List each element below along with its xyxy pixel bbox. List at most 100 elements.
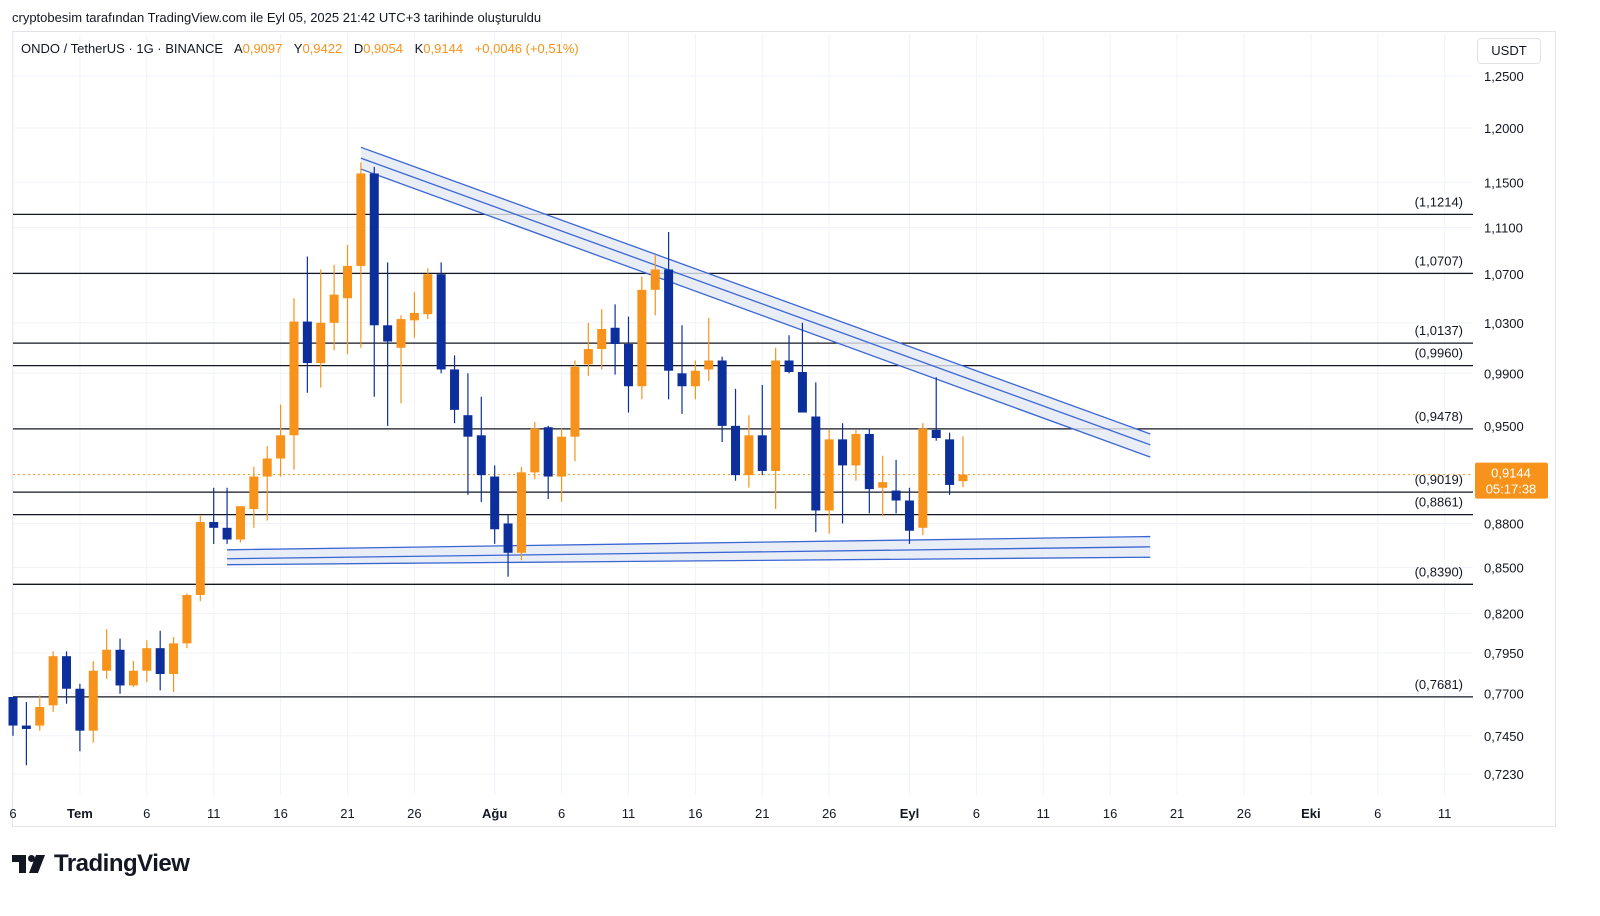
- date-tick-label: 6: [1374, 806, 1381, 821]
- candle-body: [115, 649, 125, 686]
- candle-body: [289, 321, 299, 436]
- candle-body: [436, 274, 446, 370]
- candle-body: [8, 697, 18, 726]
- low-label: D: [353, 41, 364, 56]
- date-tick-label: 16: [273, 806, 287, 821]
- candle-body: [476, 435, 486, 476]
- candle-body: [878, 482, 888, 488]
- level-label: (0,9478): [1415, 409, 1463, 424]
- high-label: Y: [293, 41, 303, 56]
- support-trendline-line: [227, 556, 1151, 566]
- candle-body: [717, 360, 727, 426]
- date-tick-label: 6: [558, 806, 565, 821]
- brand-logo[interactable]: TradingView: [12, 850, 190, 878]
- candle-body: [356, 173, 366, 266]
- support-trendline-fill: [227, 536, 1151, 565]
- candle-body: [302, 321, 312, 364]
- price-tick-label: 0,7700: [1484, 687, 1524, 702]
- level-label: (0,8390): [1415, 564, 1463, 579]
- date-tick-label: 26: [407, 806, 421, 821]
- price-tick-label: 0,9500: [1484, 419, 1524, 434]
- candle-body: [864, 433, 874, 490]
- symbol-name[interactable]: ONDO / TetherUS · 1G · BINANCE: [21, 41, 224, 56]
- candle-body: [650, 269, 660, 290]
- candle-body: [369, 173, 379, 326]
- open-value: 0,9097: [242, 41, 283, 56]
- candle-body: [276, 435, 286, 459]
- price-tick-label: 1,1100: [1484, 220, 1523, 235]
- date-tick-label: Tem: [67, 806, 93, 821]
- date-tick-label: 6: [143, 806, 150, 821]
- candle-body: [570, 366, 580, 437]
- price-tick-label: 1,2000: [1484, 121, 1524, 136]
- price-tick-label: 0,7450: [1484, 729, 1524, 744]
- chart-caption: cryptobesim tarafından TradingView.com i…: [12, 10, 542, 25]
- close-value: 0,9144: [423, 41, 464, 56]
- date-tick-label: 11: [1037, 806, 1051, 821]
- date-tick-label: 6: [973, 806, 980, 821]
- date-tick-label: Eyl: [900, 806, 920, 821]
- currency-button[interactable]: USDT: [1477, 38, 1541, 64]
- candle-body: [329, 294, 339, 323]
- price-tick-label: 0,9900: [1484, 366, 1524, 381]
- level-label: (0,9960): [1415, 346, 1463, 361]
- support-trendline-line: [227, 535, 1151, 551]
- candle-body: [904, 500, 914, 531]
- candle-body: [222, 527, 232, 540]
- candle-body: [851, 433, 861, 466]
- candle-body: [771, 360, 781, 471]
- candle-body: [155, 648, 165, 674]
- candle-body: [75, 688, 85, 731]
- grid-lines: [12, 34, 1473, 795]
- price-tick-label: 1,0300: [1484, 316, 1524, 331]
- symbol-legend[interactable]: ONDO / TetherUS · 1G · BINANCE A0,9097 Y…: [21, 41, 587, 56]
- candle-body: [623, 344, 633, 387]
- candle-body: [530, 428, 540, 473]
- candle-body: [811, 416, 821, 511]
- candle-body: [838, 439, 848, 466]
- candle-body: [516, 472, 526, 553]
- candle-body: [690, 370, 700, 387]
- candle-body: [463, 415, 473, 437]
- candle-body: [731, 425, 741, 476]
- candle-body: [677, 373, 687, 387]
- price-badge-price: 0,9144: [1491, 466, 1531, 481]
- date-tick-label: 6: [9, 806, 16, 821]
- candle-body: [704, 360, 714, 370]
- date-tick-label: 21: [340, 806, 354, 821]
- candle-body: [249, 476, 259, 510]
- candle-body: [490, 476, 500, 530]
- tradingview-logo-icon: [12, 855, 45, 873]
- price-tick-label: 1,1500: [1484, 175, 1524, 190]
- candle-body: [195, 522, 205, 595]
- candle-body: [88, 670, 98, 731]
- descending-trendline-line: [360, 157, 1151, 446]
- trendline-channels: [227, 146, 1151, 566]
- price-tick-label: 0,8500: [1484, 561, 1524, 576]
- candle-body: [557, 436, 567, 477]
- date-axis: 6 Tem 6 11 16 21 26 Ağu 6 11 16 21 26 Eyl 6 11 16 21 26 Eki…: [9, 806, 1451, 821]
- level-label: (1,0137): [1415, 323, 1463, 338]
- date-tick-label: 11: [622, 806, 636, 821]
- candle-body: [235, 506, 245, 540]
- candle-body: [891, 490, 901, 501]
- close-label: K: [414, 41, 424, 56]
- low-value: 0,9054: [363, 41, 403, 56]
- date-tick-label: 11: [1438, 806, 1452, 821]
- price-tick-label: 0,7950: [1484, 646, 1524, 661]
- price-tick-label: 0,8200: [1484, 606, 1524, 621]
- level-label: (1,0707): [1415, 253, 1463, 268]
- date-tick-label: 16: [1103, 806, 1117, 821]
- candle-body: [503, 523, 513, 553]
- candle-body: [597, 329, 607, 350]
- candle-body: [637, 289, 647, 387]
- brand-name: TradingView: [54, 850, 190, 877]
- level-label: (1,1214): [1415, 194, 1463, 209]
- date-tick-label: 16: [688, 806, 702, 821]
- date-tick-label: Eki: [1301, 806, 1321, 821]
- candle-body: [450, 369, 460, 410]
- descending-trendline-fill: [360, 147, 1151, 458]
- level-label: (0,8861): [1415, 495, 1463, 510]
